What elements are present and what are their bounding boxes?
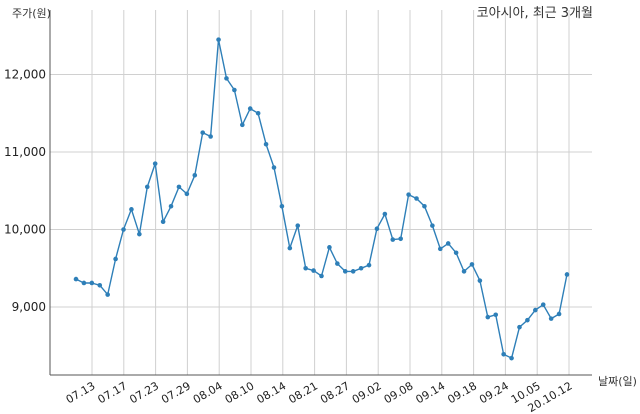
data-point <box>73 276 79 282</box>
data-point <box>255 110 261 116</box>
chart-title: 코아시아, 최근 3개월 <box>477 6 593 21</box>
x-tick-label: 07.13 <box>64 379 98 406</box>
data-point <box>548 316 554 321</box>
data-point <box>461 269 467 274</box>
data-point <box>81 280 87 286</box>
y-tick-labels: 9,000 10,000 11,000 12,000 <box>4 68 46 315</box>
data-point <box>89 280 95 286</box>
data-point <box>216 37 221 42</box>
data-point <box>129 207 134 212</box>
data-point <box>247 106 253 111</box>
data-point <box>152 161 158 166</box>
x-tick-label: 09.18 <box>445 379 479 406</box>
data-point <box>168 203 174 209</box>
data-point <box>113 256 118 262</box>
data-point <box>556 311 562 317</box>
data-point <box>422 203 427 209</box>
data-point <box>540 302 546 307</box>
y-tick-label: 11,000 <box>4 145 46 159</box>
data-point <box>509 355 514 361</box>
data-point <box>414 196 419 201</box>
data-point <box>398 236 403 242</box>
x-tick-label: 08.27 <box>318 379 352 406</box>
data-point <box>319 273 324 279</box>
data-point <box>564 272 570 277</box>
data-point <box>445 241 451 246</box>
data-point <box>517 324 522 330</box>
data-point <box>358 265 364 271</box>
x-tick-label: 07.17 <box>96 379 130 406</box>
x-tick-label: 08.04 <box>191 379 225 406</box>
data-point <box>327 245 332 250</box>
data-point <box>97 283 103 288</box>
data-point <box>144 184 150 190</box>
data-point <box>263 141 269 147</box>
x-tick-label: 08.14 <box>255 379 289 406</box>
data-point <box>390 237 396 242</box>
series-line <box>75 38 568 359</box>
grid-lines <box>50 10 592 375</box>
data-point <box>271 165 277 170</box>
y-tick-label: 9,000 <box>12 300 46 314</box>
data-point <box>137 231 142 237</box>
data-point <box>406 192 411 197</box>
data-point <box>501 351 506 357</box>
data-point <box>366 262 372 268</box>
data-point <box>430 223 435 228</box>
price-series <box>73 37 570 361</box>
data-point <box>311 268 316 273</box>
x-tick-label: 08.21 <box>286 379 320 406</box>
data-point <box>200 130 206 135</box>
data-point <box>477 278 483 283</box>
x-tick-label: 09.02 <box>350 379 384 406</box>
y-tick-label: 12,000 <box>4 68 46 82</box>
x-tick-label: 07.23 <box>127 379 161 406</box>
x-tick-label: 09.14 <box>414 379 448 406</box>
data-point <box>160 219 166 225</box>
x-tick-label: 08.10 <box>223 379 257 406</box>
data-point <box>208 134 213 139</box>
data-point <box>525 317 530 323</box>
data-point <box>437 246 443 252</box>
axes <box>49 10 592 376</box>
data-point <box>382 211 388 217</box>
data-point <box>105 292 110 297</box>
data-point <box>279 203 285 209</box>
data-point <box>493 312 499 318</box>
data-point <box>374 226 380 232</box>
x-tick-label: 09.24 <box>477 379 511 406</box>
data-point <box>287 245 293 251</box>
data-point <box>295 223 301 228</box>
data-point <box>533 307 538 313</box>
data-point <box>176 184 182 190</box>
data-point <box>342 269 348 274</box>
data-point <box>469 262 475 267</box>
x-tick-labels: 07.1307.1707.2307.2908.0408.1008.1408.21… <box>64 379 575 414</box>
data-point <box>184 191 190 197</box>
y-tick-label: 10,000 <box>4 223 46 237</box>
data-point <box>335 261 340 266</box>
x-tick-label: 09.08 <box>382 379 416 406</box>
y-axis-label: 주가(원) <box>12 7 51 20</box>
data-point <box>121 227 126 232</box>
data-point <box>232 87 237 93</box>
x-axis-label: 날짜(일) <box>598 374 637 388</box>
data-point <box>240 122 245 128</box>
x-tick-label: 07.29 <box>159 379 193 406</box>
data-point <box>303 265 308 271</box>
data-point <box>224 76 229 81</box>
data-point <box>192 172 198 178</box>
data-point <box>453 250 459 256</box>
data-point <box>350 269 356 274</box>
data-point <box>485 314 491 320</box>
